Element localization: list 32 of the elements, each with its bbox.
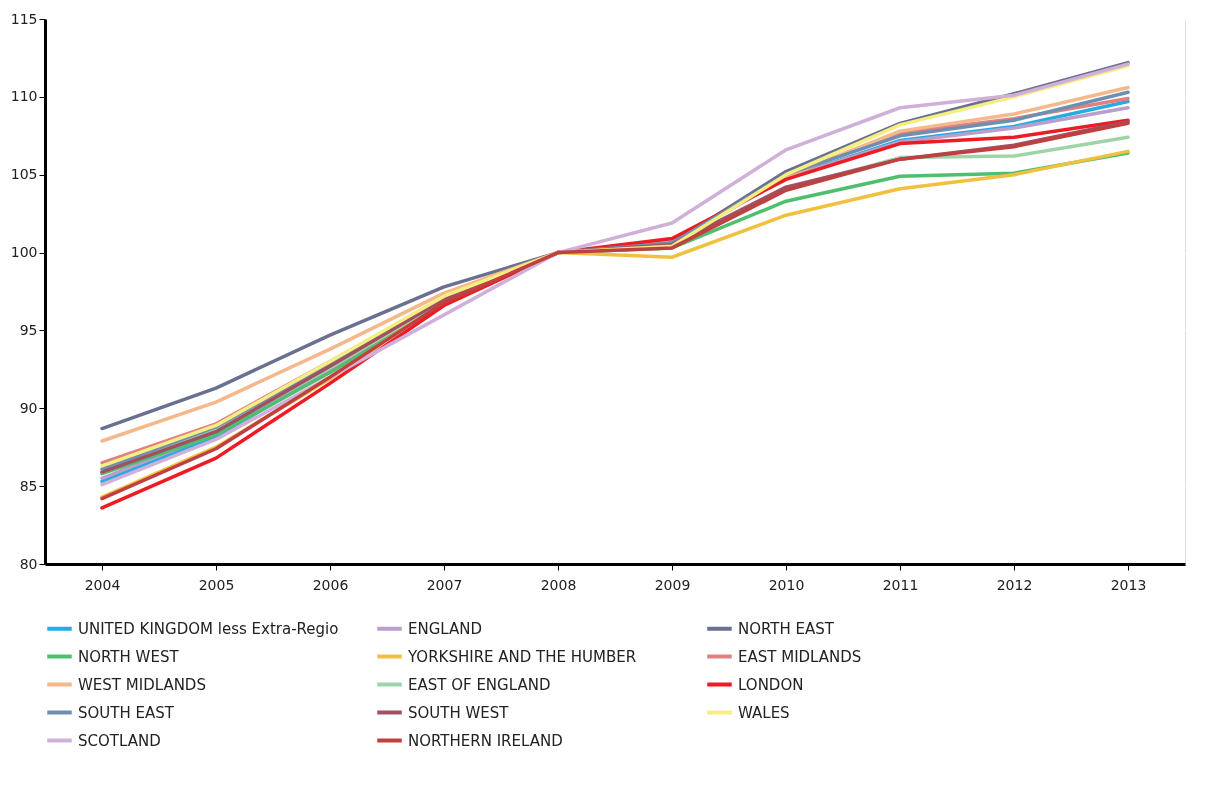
x-tick-label: 2013 [1110,576,1147,593]
x-tick-label: 2011 [882,576,919,593]
legend-label: EAST OF ENGLAND [408,675,551,694]
legend-label: ENGLAND [408,619,483,638]
x-tick-label: 2012 [996,576,1033,593]
y-tick-label: 90 [19,399,38,416]
x-tick-label: 2008 [540,576,577,593]
legend-label: WALES [738,703,790,722]
x-tick-label: 2007 [426,576,463,593]
x-tick-label: 2004 [84,576,121,593]
x-tick-label: 2005 [198,576,235,593]
legend-label: NORTH WEST [78,647,180,666]
y-tick-label: 105 [10,166,38,183]
legend-label: UNITED KINGDOM less Extra-Regio [78,619,339,638]
x-tick-label: 2010 [768,576,805,593]
legend-label: SOUTH WEST [408,703,510,722]
y-tick-label: 80 [19,555,38,572]
y-tick-label: 115 [10,10,38,27]
legend-label: SOUTH EAST [78,703,175,722]
legend-label: SCOTLAND [78,731,161,750]
y-tick-label: 110 [10,88,38,105]
legend-label: NORTHERN IRELAND [408,731,563,750]
x-tick-label: 2006 [312,576,349,593]
legend-label: LONDON [738,675,804,694]
legend-label: EAST MIDLANDS [738,647,862,666]
x-tick-label: 2009 [654,576,691,593]
legend-label: WEST MIDLANDS [78,675,206,694]
y-tick-label: 85 [19,477,38,494]
legend-label: YORKSHIRE AND THE HUMBER [407,647,637,666]
y-tick-label: 100 [10,244,38,261]
legend-label: NORTH EAST [738,619,835,638]
y-tick-label: 95 [19,321,38,338]
